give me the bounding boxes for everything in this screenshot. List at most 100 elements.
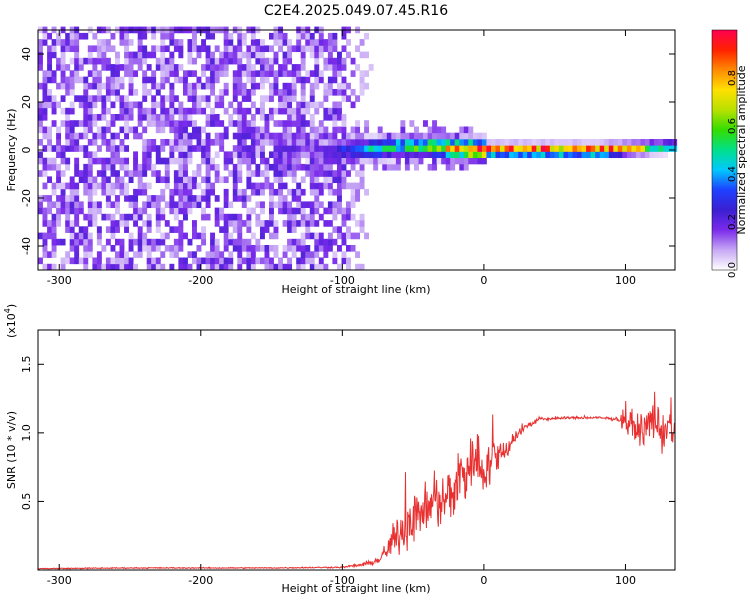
spectrogram-cell	[341, 176, 347, 184]
spectrogram-cell	[178, 39, 184, 46]
spectrogram-cell	[282, 82, 288, 90]
spectrogram-cell	[241, 157, 247, 165]
spectrogram-cell	[56, 220, 62, 227]
spectrogram-cell	[192, 201, 197, 209]
spectrogram-cell	[246, 132, 252, 140]
spectrogram-cell	[160, 39, 166, 46]
spectrogram-cell	[260, 101, 265, 109]
spectrogram-cell	[47, 176, 53, 184]
spectrogram-cell	[287, 95, 293, 102]
spectrogram-cell	[155, 245, 161, 252]
spectrogram-cell	[65, 157, 71, 165]
spectrogram-cell	[296, 70, 302, 77]
spectrogram-cell	[155, 120, 161, 127]
spectrogram-cell	[296, 163, 302, 171]
spectrogram-cell	[309, 139, 315, 146]
spectrogram-cell	[228, 39, 234, 46]
spectrogram-cell	[350, 182, 356, 190]
spectrogram-cell	[169, 89, 175, 96]
spectrogram-cell	[640, 145, 646, 152]
spectrogram-cell	[350, 126, 356, 134]
spectrogram-cell	[201, 232, 207, 240]
spectrogram-cell	[151, 163, 157, 171]
spectrogram-cell	[128, 57, 134, 65]
spectrogram-cell	[69, 32, 75, 40]
spectrogram-cell	[96, 157, 102, 165]
spectrogram-cell	[183, 89, 188, 96]
spectrogram-cell	[223, 64, 229, 71]
spectrogram-cell	[223, 70, 229, 77]
spectrogram-cell	[69, 89, 75, 96]
spectrogram-cell	[327, 151, 333, 159]
spectrogram-cell	[590, 151, 596, 159]
spectrogram-cell	[250, 51, 256, 59]
spectrogram-cell	[42, 82, 48, 90]
spectrogram-cell	[201, 207, 207, 215]
spectrogram-cell	[404, 157, 410, 165]
spectrogram-cell	[133, 126, 139, 134]
spectrogram-cell	[51, 39, 57, 46]
spectrogram-cell	[151, 114, 157, 121]
spectrogram-cell	[282, 57, 288, 65]
spectrogram-cell	[146, 257, 152, 265]
spectrogram-cell	[296, 257, 302, 265]
spectrogram-cell	[51, 76, 57, 84]
spectrogram-cell	[83, 114, 89, 121]
spectrogram-cell	[604, 151, 610, 159]
spectrogram-cell	[137, 213, 143, 221]
spectrogram-cell	[250, 114, 256, 121]
spectrogram-cell	[282, 32, 288, 40]
spectrogram-cell	[305, 39, 311, 46]
spectrogram-cell	[83, 188, 89, 196]
spectrogram-cell	[459, 157, 465, 165]
spectrogram-cell	[296, 188, 302, 196]
spectrogram-cell	[110, 257, 116, 265]
spectrogram-cell	[169, 101, 175, 109]
spectrogram-cell	[341, 251, 347, 258]
spectrogram-cell	[69, 188, 75, 196]
spectrogram-cell	[69, 76, 75, 84]
spectrogram-cell	[309, 126, 315, 134]
spectrogram-cell	[74, 70, 80, 77]
spectrogram-cell	[273, 176, 279, 184]
spectrogram-cell	[395, 139, 401, 146]
spectrogram-cell	[654, 145, 659, 152]
spectrogram-cell	[586, 139, 592, 146]
spectrogram-cell	[110, 101, 116, 109]
spectrogram-cell	[214, 120, 220, 127]
spectrogram-cell	[74, 51, 80, 59]
spectrogram-cell	[74, 132, 80, 140]
spectrogram-cell	[255, 57, 261, 65]
spectrogram-cell	[128, 51, 134, 59]
spectrogram-cell	[645, 139, 650, 146]
spectrogram-cell	[323, 114, 329, 121]
spectrogram-cell	[56, 195, 62, 202]
spectrogram-cell	[337, 170, 342, 177]
spectrogram-cell	[246, 57, 252, 65]
spectrogram-cell	[115, 145, 120, 152]
spectrogram-cell	[282, 126, 288, 134]
spectrogram-cell	[228, 51, 234, 59]
spectrogram-cell	[38, 232, 43, 240]
spectrogram-cell	[364, 51, 370, 59]
spectrogram-cell	[386, 132, 392, 140]
spectrogram-cell	[142, 114, 148, 121]
spectrogram-cell	[237, 195, 243, 202]
spectrogram-cell	[260, 45, 265, 53]
spectrogram-cell	[287, 70, 293, 77]
spectrogram-cell	[327, 107, 333, 115]
spectrogram-cell	[400, 151, 406, 159]
spectrogram-cell	[192, 176, 197, 184]
spectrogram-cell	[87, 70, 93, 77]
spectrogram-cell	[51, 263, 57, 271]
spectrogram-cell	[287, 163, 293, 171]
spectrogram-cell	[368, 132, 374, 140]
spectrogram-cell	[196, 232, 202, 240]
spectrogram-cell	[296, 64, 302, 71]
spectrogram-cell	[87, 182, 93, 190]
spectrogram-cell	[269, 207, 274, 215]
spectrogram-cell	[187, 82, 193, 90]
spectrogram-cell	[291, 157, 297, 165]
spectrogram-cell	[101, 132, 107, 140]
spectrogram-cell	[232, 245, 238, 252]
